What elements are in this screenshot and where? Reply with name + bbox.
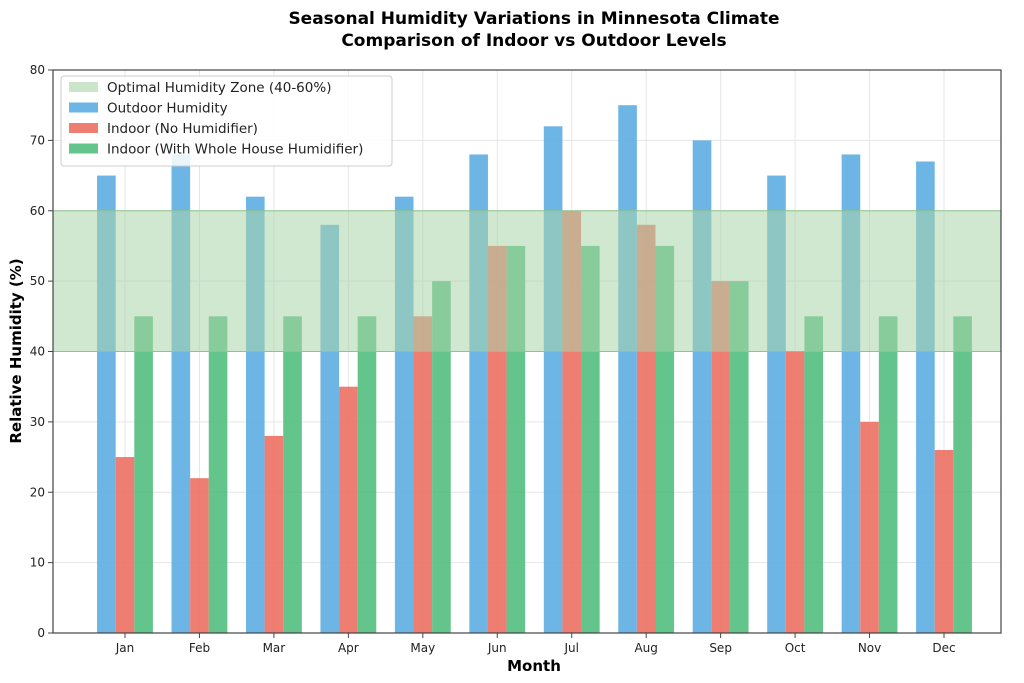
legend-swatch	[69, 123, 98, 133]
chart-subtitle: Comparison of Indoor vs Outdoor Levels	[341, 31, 726, 51]
x-tick-label: Feb	[189, 641, 210, 655]
bar-indoor-with-whole-house-humidifier-mar	[283, 316, 302, 633]
y-axis-label: Relative Humidity (%)	[7, 258, 25, 443]
y-tick-label: 60	[30, 204, 45, 218]
x-tick-label: Apr	[338, 641, 359, 655]
legend-swatch	[69, 143, 98, 154]
y-tick-label: 50	[30, 274, 45, 288]
x-tick-label: Nov	[858, 641, 881, 655]
bar-indoor-with-whole-house-humidifier-nov	[878, 316, 898, 633]
y-tick-label: 30	[30, 415, 45, 429]
bar-indoor-with-whole-house-humidifier-sep	[729, 281, 749, 633]
legend-label: Outdoor Humidity	[107, 101, 228, 117]
bar-indoor-with-whole-house-humidifier-may	[432, 281, 451, 633]
bar-indoor-no-humidifier-apr	[339, 386, 358, 633]
bar-outdoor-humidity-jul	[543, 126, 563, 634]
y-tick-label: 40	[30, 345, 45, 359]
bar-outdoor-humidity-aug	[618, 105, 637, 633]
chart-title: Seasonal Humidity Variations in Minnesot…	[288, 9, 779, 29]
bar-indoor-no-humidifier-feb	[190, 478, 209, 633]
y-tick-label: 0	[37, 626, 45, 640]
legend-label: Indoor (No Humidifier)	[107, 121, 258, 137]
y-tick-label: 80	[30, 63, 45, 77]
legend-label: Optimal Humidity Zone (40-60%)	[107, 80, 331, 96]
x-tick-label: May	[410, 641, 435, 655]
legend: Optimal Humidity Zone (40-60%) Outdoor Hu…	[60, 75, 393, 167]
x-tick-label: Aug	[634, 641, 657, 655]
legend-box	[60, 75, 393, 167]
bar-indoor-no-humidifier-sep	[711, 281, 730, 633]
x-tick-label: Jul	[563, 641, 578, 655]
legend-swatch	[69, 102, 98, 113]
bar-indoor-with-whole-house-humidifier-oct	[804, 316, 824, 633]
legend-swatch	[69, 82, 98, 92]
legend-label: Indoor (With Whole House Humidifier)	[107, 142, 363, 158]
bar-indoor-with-whole-house-humidifier-jan	[134, 316, 153, 633]
y-tick-label: 10	[30, 556, 45, 570]
bar-indoor-with-whole-house-humidifier-feb	[208, 316, 228, 633]
bar-indoor-with-whole-house-humidifier-apr	[357, 316, 377, 633]
bar-indoor-no-humidifier-nov	[860, 421, 879, 633]
bar-indoor-no-humidifier-jan	[115, 457, 135, 633]
optimal-zone-rect	[53, 210, 1001, 352]
x-tick-label: Mar	[263, 641, 286, 655]
bar-indoor-no-humidifier-mar	[264, 435, 284, 633]
x-tick-label: Jan	[115, 641, 135, 655]
x-axis-label: Month	[507, 657, 561, 675]
bar-indoor-no-humidifier-oct	[785, 351, 805, 633]
x-tick-label: Jun	[487, 641, 507, 655]
bar-indoor-no-humidifier-dec	[934, 450, 954, 633]
y-tick-label: 20	[30, 485, 45, 499]
x-tick-label: Oct	[785, 641, 806, 655]
bar-indoor-no-humidifier-may	[413, 316, 433, 633]
x-tick-label: Dec	[932, 641, 955, 655]
bar-indoor-with-whole-house-humidifier-dec	[953, 316, 972, 633]
bars	[97, 105, 972, 634]
optimal-zone-band	[53, 210, 1001, 352]
ticks: 0 10 20 30 40 50 60 70 80 Jan Feb Mar Apr May Jun Jul Au…	[30, 63, 956, 655]
x-tick-label: Sep	[709, 641, 732, 655]
y-tick-label: 70	[30, 133, 45, 147]
